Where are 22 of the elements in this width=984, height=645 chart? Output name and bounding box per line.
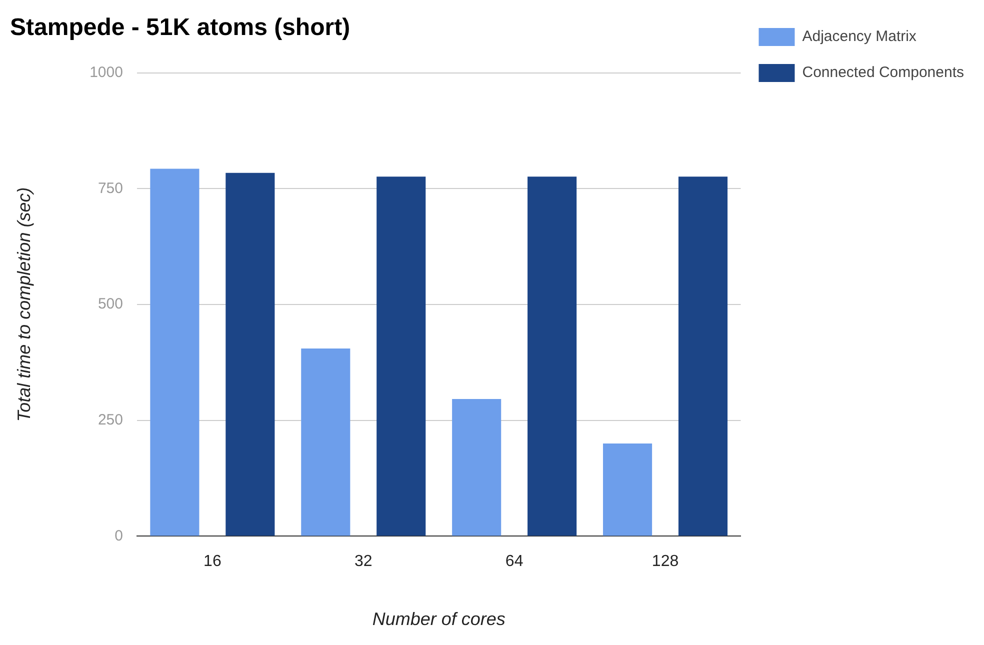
bar (226, 172, 275, 536)
y-tick-label: 0 (114, 527, 123, 544)
y-axis-title: Total time to completion (sec) (14, 187, 34, 422)
bar (376, 176, 426, 536)
y-tick-label: 1000 (90, 64, 123, 81)
y-tick-label: 500 (98, 296, 123, 313)
legend-label: Adjacency Matrix (802, 28, 917, 46)
bar (678, 176, 728, 536)
bar (452, 399, 502, 536)
legend-label: Connected Components (802, 64, 964, 82)
x-tick-label: 16 (204, 553, 222, 570)
y-tick-label: 250 (98, 411, 123, 428)
bar (528, 176, 577, 536)
bar (301, 348, 350, 536)
bar (602, 444, 652, 536)
x-tick-label: 64 (505, 553, 524, 570)
x-tick-label: 128 (652, 553, 679, 570)
y-tick-label: 750 (98, 180, 123, 197)
x-tick-label: 32 (354, 553, 372, 570)
chart-title: Stampede - 51K atoms (short) (10, 14, 350, 42)
bar (150, 168, 200, 536)
x-axis-title: Number of cores (372, 609, 506, 630)
